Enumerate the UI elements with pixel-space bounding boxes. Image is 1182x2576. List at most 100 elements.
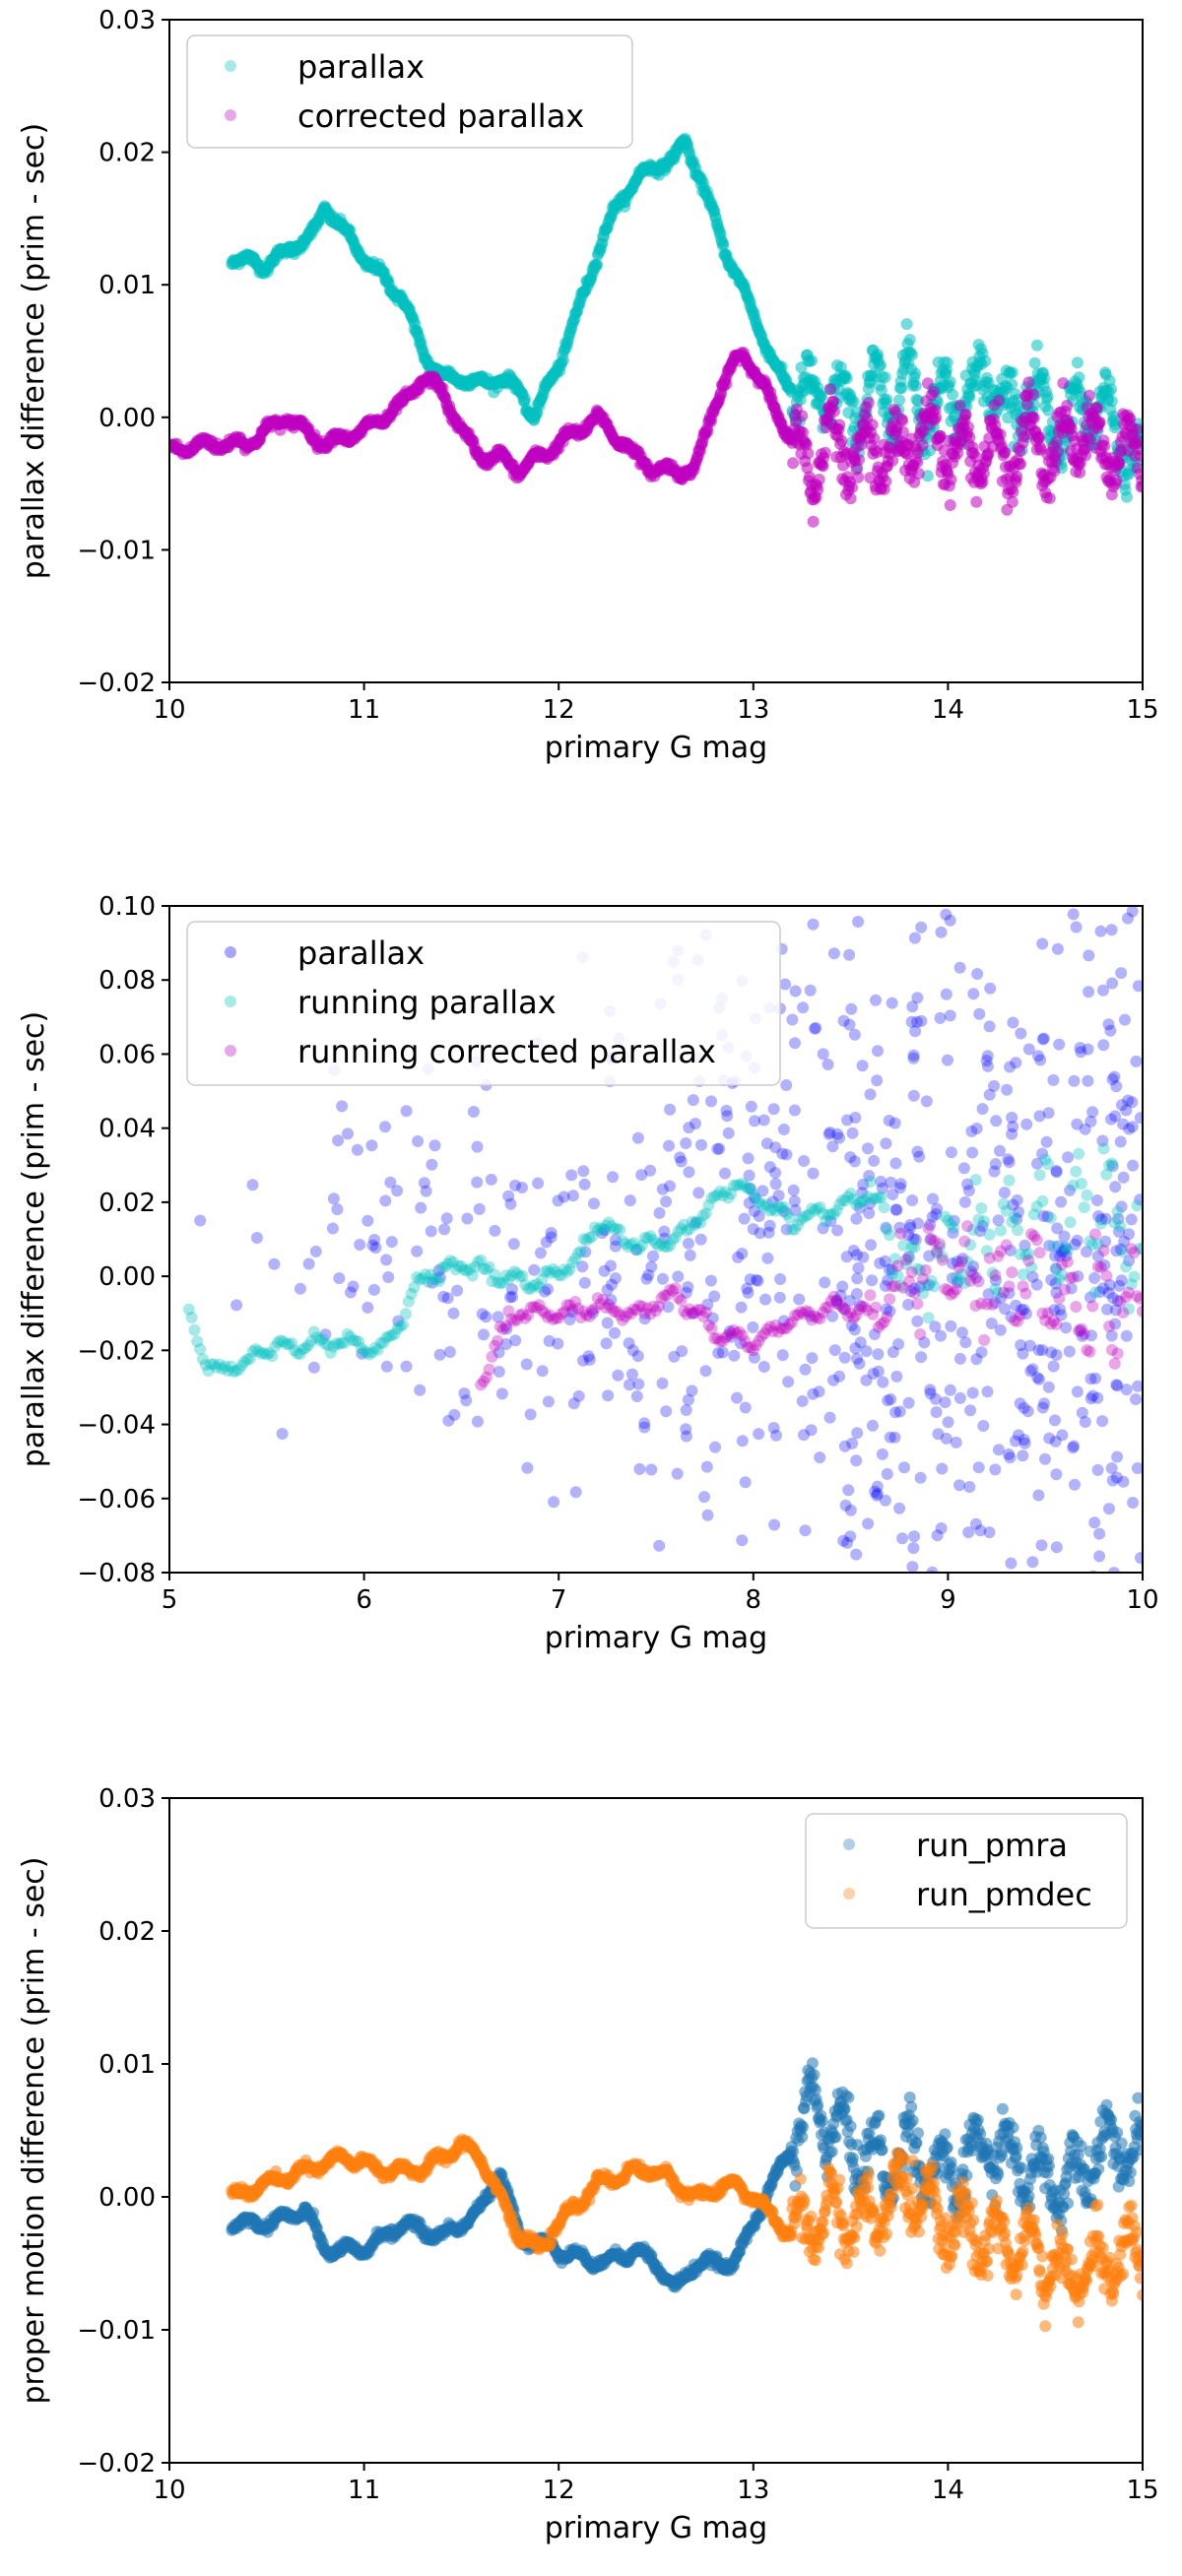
data-point	[863, 2127, 876, 2140]
data-point	[591, 1292, 604, 1305]
data-point	[444, 1255, 457, 1267]
data-point	[990, 1115, 1003, 1127]
data-point	[1086, 1238, 1099, 1251]
data-point	[342, 1127, 354, 1140]
data-point	[1117, 1307, 1130, 1319]
data-point	[705, 1095, 717, 1108]
data-point	[627, 1303, 640, 1316]
data-point	[1112, 1212, 1125, 1225]
data-point	[980, 1245, 993, 1257]
data-point	[878, 1201, 890, 1214]
data-point	[901, 447, 914, 460]
data-point	[929, 1320, 942, 1333]
data-point	[558, 1191, 570, 1203]
data-point	[683, 1166, 695, 1179]
data-point	[1050, 1166, 1063, 1179]
data-point	[572, 1389, 585, 1402]
data-point	[1018, 1401, 1030, 1414]
data-point	[1007, 1121, 1019, 1133]
data-point	[986, 1266, 999, 1279]
data-point	[674, 1151, 687, 1164]
data-point	[458, 1263, 471, 1276]
data-point	[319, 1337, 332, 1350]
data-point	[747, 1188, 759, 1200]
data-point	[964, 1239, 976, 1252]
data-point	[844, 1188, 857, 1199]
data-point	[870, 1301, 882, 1314]
data-point	[1082, 1043, 1094, 1056]
data-point	[922, 1222, 935, 1235]
data-point	[946, 1272, 958, 1285]
data-point	[806, 1202, 819, 1215]
data-point	[1040, 1135, 1053, 1148]
data-point	[961, 1220, 974, 1233]
data-point	[757, 1114, 770, 1127]
data-point	[810, 1021, 822, 1034]
data-point	[596, 1227, 609, 1240]
data-point	[875, 1191, 887, 1203]
data-point	[952, 1273, 965, 1286]
data-point	[675, 1155, 688, 1168]
data-point	[923, 1279, 935, 1291]
data-point	[619, 1238, 631, 1251]
data-point	[1069, 1478, 1081, 1491]
data-point	[728, 1179, 740, 1191]
data-point	[852, 1261, 865, 1274]
data-point	[1126, 1121, 1139, 1133]
data-point	[947, 388, 958, 401]
data-point	[1119, 1013, 1131, 1026]
data-point	[1078, 1327, 1090, 1340]
data-point	[806, 1314, 819, 1326]
data-point	[1042, 404, 1055, 417]
x-axis-label: primary G mag	[545, 1621, 767, 1655]
data-point	[745, 1100, 757, 1113]
data-point	[476, 1308, 489, 1320]
data-point	[719, 1167, 731, 1180]
data-point	[706, 1312, 719, 1324]
data-point	[473, 1202, 486, 1215]
data-point	[227, 1365, 239, 1378]
data-point	[777, 1315, 790, 1327]
data-point	[1042, 1107, 1055, 1120]
data-point	[701, 1298, 714, 1311]
data-point	[861, 1304, 874, 1317]
data-point	[560, 1299, 573, 1312]
data-point	[891, 1259, 904, 1272]
data-point	[875, 2134, 886, 2147]
data-point	[955, 1326, 968, 1339]
data-point	[886, 1263, 898, 1276]
data-point	[1132, 980, 1143, 993]
data-point	[997, 1286, 1010, 1299]
data-point	[1134, 1193, 1143, 1206]
data-point	[545, 1231, 558, 1244]
data-point	[992, 1214, 1005, 1227]
data-point	[656, 1183, 669, 1195]
data-point	[412, 1135, 425, 1147]
data-point	[827, 405, 840, 418]
data-point	[683, 1303, 695, 1316]
data-point	[763, 1204, 776, 1217]
data-point	[1000, 1239, 1013, 1252]
data-point	[970, 1123, 983, 1134]
data-point	[492, 1346, 505, 1359]
data-point	[294, 1282, 306, 1295]
data-point	[867, 1308, 880, 1320]
data-point	[202, 1365, 215, 1378]
data-point	[1108, 1357, 1121, 1370]
data-point	[1027, 1230, 1040, 1243]
data-point	[516, 1269, 529, 1282]
data-point	[1137, 480, 1143, 492]
data-point	[1091, 1194, 1103, 1206]
data-point	[435, 1261, 448, 1274]
data-point	[749, 1191, 761, 1204]
data-point	[873, 2109, 886, 2122]
data-point	[682, 1393, 694, 1406]
data-point	[953, 1352, 966, 1365]
data-point	[1032, 1489, 1045, 1502]
data-point	[871, 1480, 884, 1493]
data-point	[1094, 925, 1107, 937]
data-point	[478, 1375, 490, 1387]
data-point	[480, 1263, 492, 1276]
data-point	[989, 1269, 1002, 1282]
data-point	[844, 1151, 857, 1164]
